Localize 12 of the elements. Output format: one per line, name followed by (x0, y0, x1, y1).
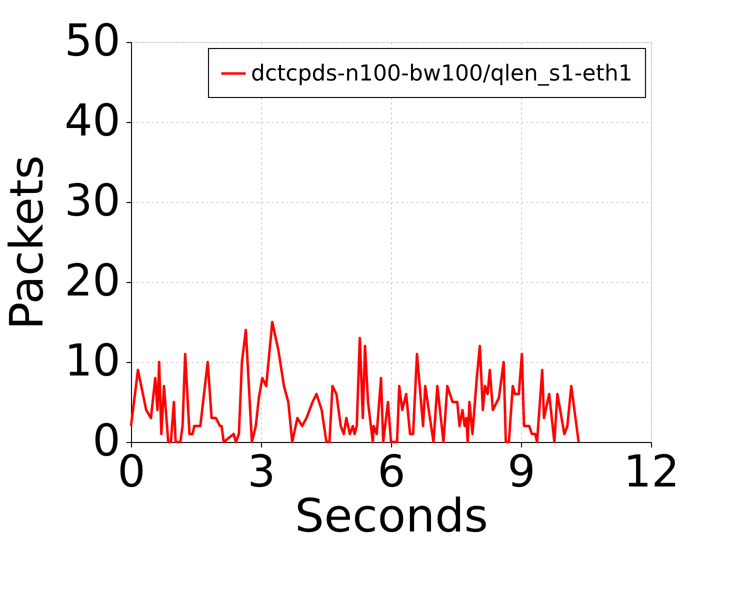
y-tick-label: 40 (64, 96, 120, 146)
y-axis-title: Packets (0, 155, 54, 330)
line-series (130, 320, 580, 444)
x-tick-label: 9 (508, 446, 536, 498)
legend-label: dctcpds-n100-bw100/qlen_s1-eth1 (251, 62, 632, 86)
x-tick-label: 3 (248, 446, 276, 498)
y-tick-label: 20 (64, 256, 120, 306)
y-tick-label: 50 (64, 16, 120, 66)
y-tick-label: 0 (92, 416, 120, 466)
x-tick-label: 12 (624, 446, 680, 498)
y-tick-label: 30 (64, 176, 120, 226)
y-tick-label: 10 (64, 336, 120, 386)
